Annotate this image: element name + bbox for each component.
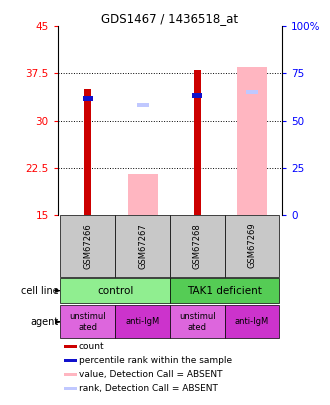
Bar bbox=[237, 67, 267, 215]
Text: anti-IgM: anti-IgM bbox=[125, 318, 160, 326]
Text: GSM67269: GSM67269 bbox=[248, 223, 256, 269]
Bar bbox=[64, 387, 77, 390]
Text: agent: agent bbox=[30, 317, 58, 327]
Text: percentile rank within the sample: percentile rank within the sample bbox=[79, 356, 232, 364]
Bar bbox=[84, 89, 91, 215]
Bar bbox=[83, 96, 93, 101]
Text: TAK1 deficient: TAK1 deficient bbox=[187, 286, 262, 296]
Text: GSM67268: GSM67268 bbox=[193, 223, 202, 269]
Bar bbox=[60, 278, 170, 303]
Text: cell line: cell line bbox=[20, 286, 58, 296]
Text: unstimul
ated: unstimul ated bbox=[179, 312, 215, 332]
Text: unstimul
ated: unstimul ated bbox=[70, 312, 106, 332]
Bar bbox=[225, 215, 280, 277]
Bar bbox=[194, 70, 201, 215]
Bar bbox=[115, 305, 170, 338]
Bar bbox=[246, 90, 258, 94]
Bar bbox=[225, 305, 280, 338]
Text: control: control bbox=[97, 286, 133, 296]
Bar bbox=[64, 359, 77, 362]
Bar bbox=[170, 278, 280, 303]
Bar bbox=[192, 93, 202, 98]
Text: GSM67266: GSM67266 bbox=[83, 223, 92, 269]
Text: GSM67267: GSM67267 bbox=[138, 223, 147, 269]
Bar bbox=[170, 215, 225, 277]
Bar bbox=[115, 215, 170, 277]
Text: rank, Detection Call = ABSENT: rank, Detection Call = ABSENT bbox=[79, 384, 217, 393]
Bar bbox=[64, 373, 77, 376]
Bar bbox=[60, 305, 115, 338]
Text: value, Detection Call = ABSENT: value, Detection Call = ABSENT bbox=[79, 370, 222, 379]
Text: count: count bbox=[79, 342, 104, 351]
Bar bbox=[60, 215, 115, 277]
Title: GDS1467 / 1436518_at: GDS1467 / 1436518_at bbox=[101, 12, 239, 25]
Bar bbox=[170, 305, 225, 338]
Text: anti-IgM: anti-IgM bbox=[235, 318, 269, 326]
Bar bbox=[127, 174, 158, 215]
Bar bbox=[137, 102, 148, 107]
Bar bbox=[64, 345, 77, 348]
